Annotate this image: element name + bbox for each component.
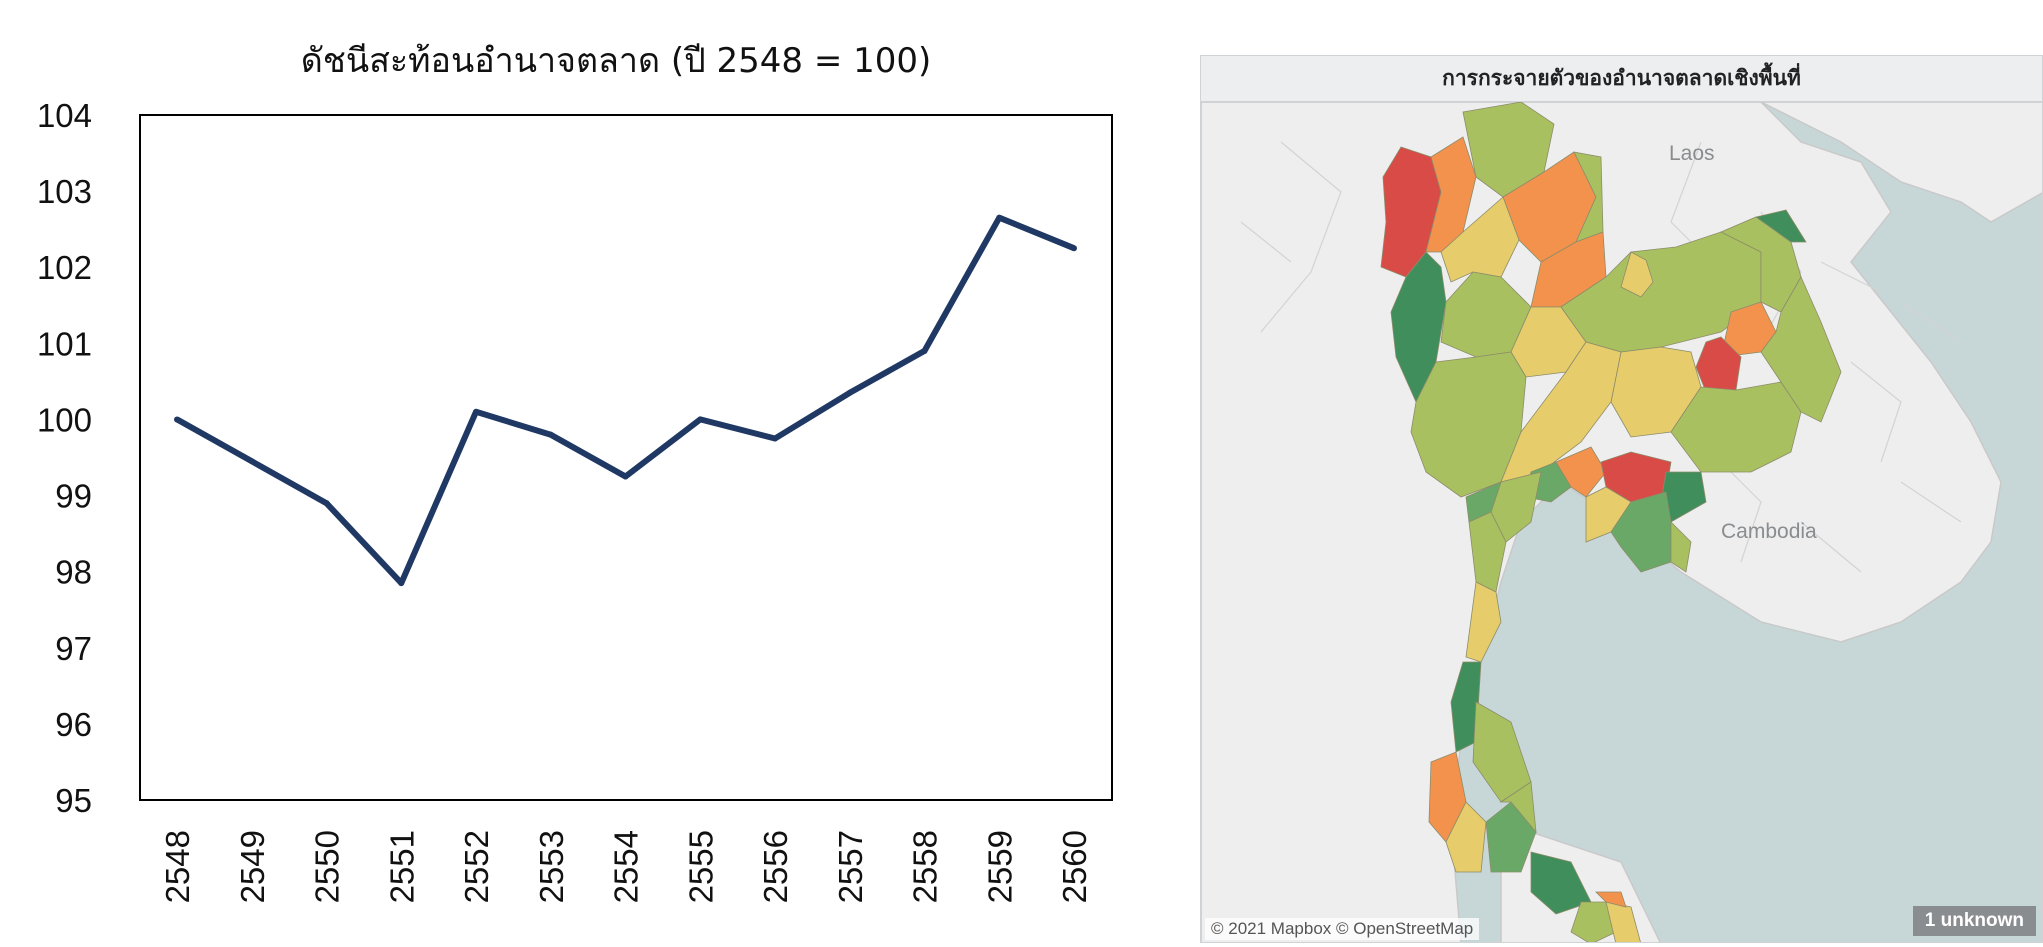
x-tick-label: 2556 <box>757 830 794 903</box>
province-west-2[interactable] <box>1465 581 1502 663</box>
unknown-indicator-badge[interactable]: 1 unknown <box>1912 906 2036 936</box>
y-tick-label: 100 <box>37 401 92 438</box>
province-northeast-2[interactable] <box>1620 251 1654 298</box>
x-tick-label: 2555 <box>682 830 719 903</box>
data-point <box>921 347 928 354</box>
province-east-2[interactable] <box>1610 491 1672 573</box>
x-tick-label: 2548 <box>159 830 196 903</box>
province-northeast-9[interactable] <box>1760 276 1842 423</box>
x-axis-ticks: 2548 2549 2550 2551 2552 2553 2554 2555 2556 2557… <box>159 830 1093 903</box>
data-point <box>547 431 554 438</box>
map-title: การกระจายตัวของอำนาจตลาดเชิงพื้นที่ <box>1201 56 2042 102</box>
map-label-cambodia: Cambodia <box>1721 520 1817 543</box>
data-point <box>248 458 255 465</box>
data-point <box>473 408 479 415</box>
province-south-6[interactable] <box>1530 851 1592 915</box>
province-south-5[interactable] <box>1485 801 1537 873</box>
province-south-7[interactable] <box>1570 901 1617 943</box>
data-point <box>697 416 704 423</box>
province-north-mid-1[interactable] <box>1440 196 1520 283</box>
province-south-1[interactable] <box>1450 661 1482 753</box>
map-land-east <box>1760 102 2042 223</box>
data-point <box>622 473 629 480</box>
province-south-4[interactable] <box>1445 801 1487 873</box>
x-tick-label: 2560 <box>1056 830 1093 903</box>
province-central-west-2[interactable] <box>1500 341 1622 483</box>
y-tick-label: 98 <box>55 554 92 591</box>
province-west-1[interactable] <box>1468 511 1507 593</box>
x-tick-label: 2559 <box>981 830 1018 903</box>
data-point <box>846 389 853 396</box>
x-tick-label: 2550 <box>309 830 346 903</box>
chart-title: ดัชนีสะท้อนอำนาจตลาด (ปี 2548 = 100) <box>301 41 932 81</box>
thailand-provinces[interactable] <box>1380 102 1842 943</box>
province-northeast-8[interactable] <box>1670 381 1802 473</box>
province-south-9[interactable] <box>1595 891 1627 908</box>
x-tick-label: 2552 <box>458 830 495 903</box>
series-line-0 <box>175 214 1076 587</box>
line-chart: ดัชนีสะท้อนอำนาจตลาด (ปี 2548 = 100) 959… <box>37 41 1113 903</box>
province-east-3[interactable] <box>1670 521 1692 573</box>
x-tick-label: 2557 <box>832 830 869 903</box>
map-panel[interactable]: การกระจายตัวของอำนาจตลาดเชิงพื้นที่ Laos… <box>1200 55 2043 943</box>
map-label-laos: Laos <box>1669 142 1715 165</box>
map-attribution[interactable]: © 2021 Mapbox © OpenStreetMap <box>1205 918 1480 940</box>
y-axis-ticks: 95 96 97 98 99 100 101 102 103 104 <box>37 97 92 819</box>
x-tick-label: 2554 <box>608 830 645 903</box>
province-central-2[interactable] <box>1555 446 1607 498</box>
y-tick-label: 101 <box>37 325 92 362</box>
data-point <box>1071 245 1077 252</box>
y-tick-label: 97 <box>55 630 92 667</box>
choropleth-map[interactable]: Laos Cambodia <box>1201 102 2043 943</box>
x-tick-label: 2549 <box>234 830 271 903</box>
plot-area-frame <box>139 114 1113 801</box>
map-borders <box>1240 141 1962 573</box>
data-point <box>996 214 1003 221</box>
data-point <box>398 580 405 587</box>
y-tick-label: 103 <box>37 173 92 210</box>
x-tick-label: 2558 <box>907 830 944 903</box>
y-tick-label: 102 <box>37 249 92 286</box>
series-layer <box>174 214 1077 587</box>
y-tick-label: 104 <box>37 97 92 134</box>
x-tick-label: 2551 <box>383 830 420 903</box>
x-tick-label: 2553 <box>533 830 570 903</box>
data-point <box>323 500 330 507</box>
y-tick-label: 99 <box>55 478 92 515</box>
province-south-10[interactable] <box>1499 781 1537 834</box>
y-tick-label: 96 <box>55 706 92 743</box>
province-northeast-4[interactable] <box>1755 209 1807 243</box>
y-tick-label: 95 <box>55 782 92 819</box>
data-point <box>174 416 180 423</box>
data-point <box>772 435 778 442</box>
